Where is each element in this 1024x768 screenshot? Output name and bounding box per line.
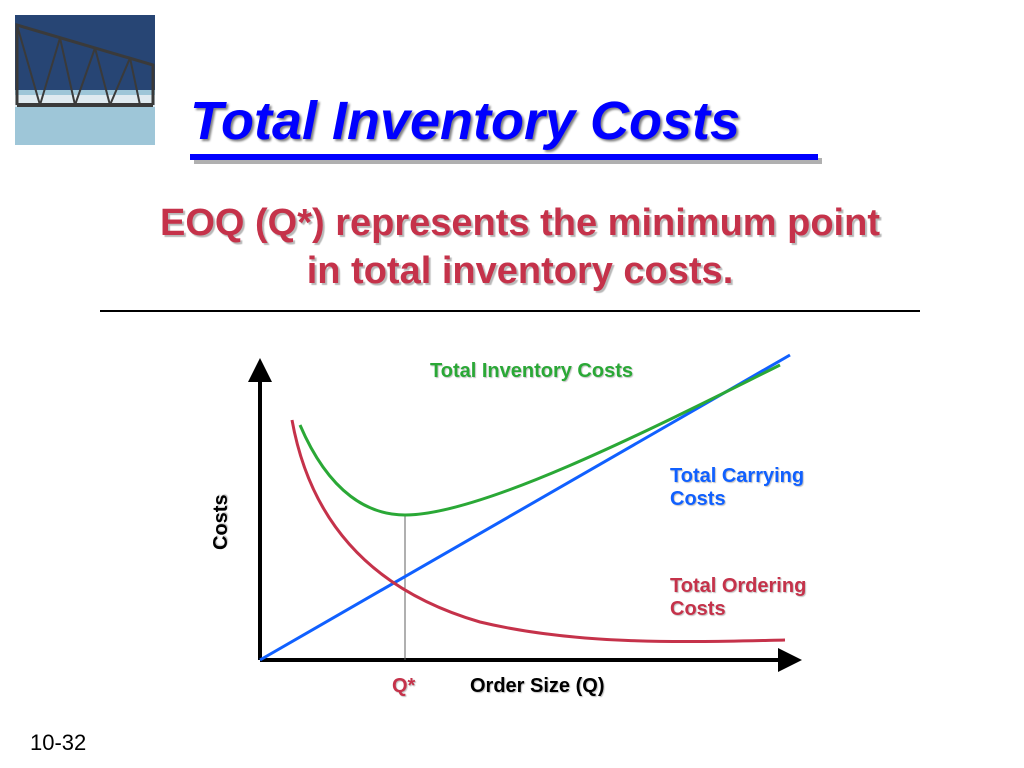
x-axis-label: Order Size (Q) [470,675,604,698]
title-block: Total Inventory Costs [190,90,740,160]
chart-canvas [220,340,860,710]
q-star-label: Q* [392,675,415,698]
y-axis-label: Costs [210,494,233,550]
horizontal-divider [100,310,920,312]
page-title: Total Inventory Costs [190,90,740,152]
total-cost-label: Total Inventory Costs [430,360,633,383]
page-number: 10-32 [30,730,86,756]
corner-bridge-image [15,15,155,145]
eoq-chart: Costs Order Size (Q) Q* Total Inventory … [220,340,860,710]
subtitle-text: EOQ (Q*) represents the minimum point in… [150,200,890,295]
carrying-cost-label: Total Carrying Costs [670,465,860,511]
title-underline [190,154,740,160]
ordering-cost-label: Total Ordering Costs [670,575,860,621]
